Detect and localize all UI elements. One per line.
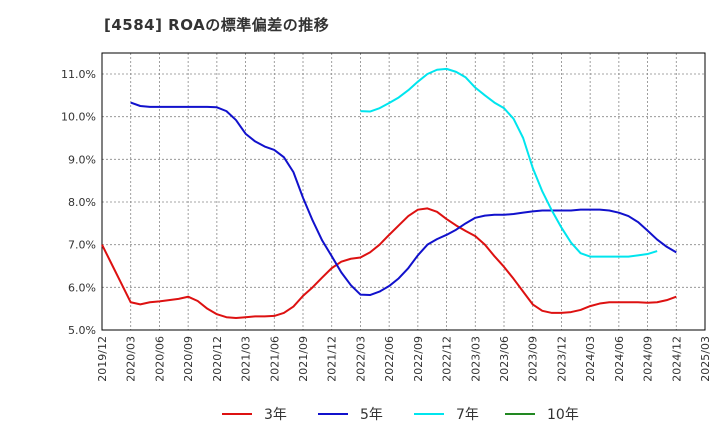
x-tick-label: 2021/06 (268, 336, 281, 382)
series-line-5年 (130, 101, 677, 297)
x-tick-label: 2019/12 (96, 336, 109, 382)
legend-label: 3年 (264, 407, 287, 423)
series-layer (101, 67, 677, 320)
x-tick-label: 2020/12 (211, 336, 224, 382)
y-tick-label: 11.0% (61, 68, 96, 81)
x-tick-label: 2023/06 (498, 336, 511, 382)
y-tick-label: 10.0% (61, 111, 96, 124)
y-tick-label: 9.0% (68, 153, 96, 166)
x-tick-label: 2022/03 (354, 336, 367, 382)
x-tick-label: 2024/06 (613, 336, 626, 382)
x-tick-label: 2020/03 (125, 336, 138, 382)
plot-frame (101, 52, 706, 331)
legend-label: 7年 (456, 407, 479, 423)
series-line-7年 (360, 67, 658, 258)
legend-label: 5年 (360, 407, 383, 423)
legend-item: 10年 (505, 407, 579, 423)
y-tick-label: 8.0% (68, 196, 96, 209)
legend-item: 3年 (222, 407, 287, 423)
x-tick-label: 2022/12 (441, 336, 454, 382)
y-tick-label: 7.0% (68, 239, 96, 252)
legend-item: 5年 (318, 407, 383, 423)
legend-label: 10年 (547, 407, 579, 423)
x-tick-label: 2020/06 (153, 336, 166, 382)
x-tick-label: 2024/09 (642, 336, 655, 382)
x-tick-label: 2024/12 (670, 336, 683, 382)
x-tick-label: 2023/03 (469, 336, 482, 382)
x-tick-label: 2022/09 (412, 336, 425, 382)
y-tick-label: 6.0% (68, 281, 96, 294)
y-tick-label: 5.0% (68, 324, 96, 337)
x-axis-ticks: 2019/12 2020/03 2020/06 2020/09 2020/12 2021/… (96, 336, 712, 382)
legend-item: 7年 (414, 407, 479, 423)
y-axis-ticks: 5.0% 6.0% 7.0% 8.0% 9.0% 10.0% 11.0% (61, 68, 96, 337)
x-tick-label: 2025/03 (699, 336, 712, 382)
x-tick-label: 2021/12 (326, 336, 339, 382)
x-tick-label: 2022/06 (383, 336, 396, 382)
series-line-3年 (101, 207, 677, 320)
legend: 3年 5年 7年 10年 (222, 407, 579, 423)
x-tick-label: 2024/03 (584, 336, 597, 382)
x-tick-label: 2023/12 (555, 336, 568, 382)
x-tick-label: 2020/09 (182, 336, 195, 382)
chart-title: [4584] ROAの標準偏差の推移 (104, 16, 330, 34)
x-tick-label: 2021/03 (240, 336, 253, 382)
x-tick-label: 2021/09 (297, 336, 310, 382)
x-tick-label: 2023/09 (527, 336, 540, 382)
